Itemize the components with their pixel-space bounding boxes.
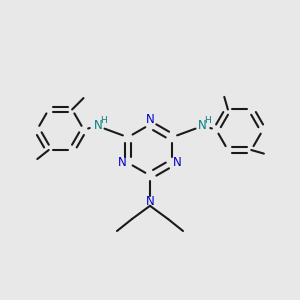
Text: N: N [118,156,127,169]
Text: N: N [146,112,154,126]
Text: N: N [198,119,206,132]
Text: H: H [100,116,107,125]
Text: N: N [173,156,182,169]
Text: N: N [146,195,154,208]
Text: H: H [204,116,211,125]
Text: N: N [94,119,102,132]
